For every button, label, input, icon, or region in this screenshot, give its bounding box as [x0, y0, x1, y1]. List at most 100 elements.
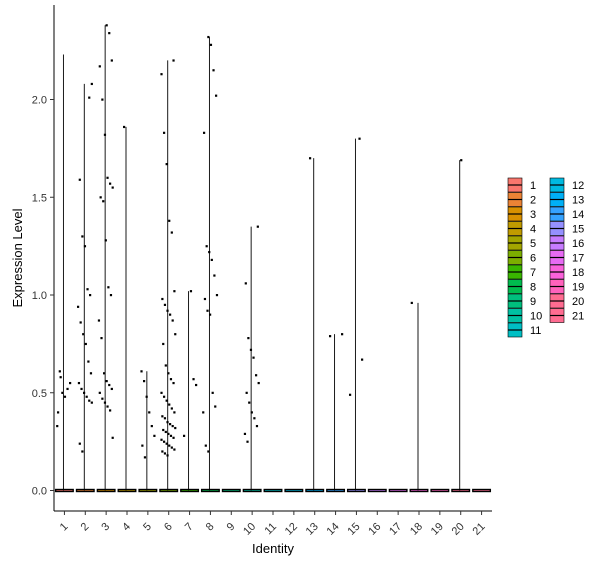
legend-label: 18	[572, 267, 584, 279]
data-point	[105, 24, 108, 27]
violins	[54, 25, 492, 493]
data-point	[256, 225, 259, 228]
data-point	[170, 231, 173, 234]
data-point	[168, 219, 171, 222]
legend-label: 2	[530, 195, 536, 207]
violin-body	[305, 488, 325, 493]
data-point	[168, 403, 171, 406]
violin-body	[159, 488, 179, 493]
data-point	[160, 73, 163, 76]
data-point	[255, 424, 259, 428]
data-point	[160, 438, 163, 441]
data-point	[182, 434, 186, 437]
violin-body	[96, 488, 116, 493]
data-point	[341, 333, 344, 336]
data-point	[161, 415, 164, 418]
x-tick-label: 20	[450, 521, 467, 538]
data-point	[142, 380, 146, 383]
data-point	[166, 454, 169, 457]
data-point	[174, 333, 177, 336]
violin-body	[430, 488, 450, 493]
data-point	[257, 381, 260, 385]
y-tick-label: 1.0	[32, 290, 47, 302]
data-point	[145, 395, 148, 398]
data-point	[163, 417, 167, 420]
data-point	[173, 411, 176, 414]
data-point	[167, 432, 170, 436]
y-axis-label: Expression Level	[10, 208, 25, 307]
data-point	[98, 391, 101, 394]
data-point	[84, 342, 87, 346]
violin-body	[200, 488, 220, 493]
y-tick-label: 0.0	[32, 486, 47, 498]
data-point	[141, 444, 144, 447]
violin-body	[242, 488, 262, 493]
data-point	[107, 286, 110, 289]
data-point	[169, 313, 172, 316]
data-point	[165, 163, 168, 166]
data-point	[214, 405, 217, 408]
data-point	[255, 374, 258, 377]
x-tick-label: 13	[304, 521, 321, 538]
violin-body	[221, 488, 241, 493]
data-point	[89, 294, 92, 297]
data-point	[78, 178, 81, 181]
data-point	[104, 239, 107, 242]
data-point	[207, 450, 210, 453]
x-tick-label: 21	[471, 521, 488, 538]
data-point	[243, 432, 247, 436]
data-point	[172, 381, 175, 385]
legend-label: 16	[572, 238, 584, 250]
data-point	[102, 200, 105, 203]
legend-label: 19	[572, 282, 584, 294]
data-point	[211, 391, 214, 394]
data-point	[148, 411, 151, 414]
jitter-points	[56, 24, 463, 459]
violin-body	[326, 488, 346, 493]
data-point	[102, 372, 106, 375]
data-point	[140, 370, 143, 373]
data-point	[166, 309, 169, 312]
violin-body	[388, 488, 408, 493]
data-point	[101, 98, 104, 101]
data-point	[212, 69, 215, 72]
violin-body	[75, 488, 95, 493]
data-point	[165, 442, 168, 445]
data-point	[195, 383, 198, 387]
data-point	[66, 387, 69, 391]
data-point	[202, 131, 206, 134]
data-point	[77, 381, 81, 385]
data-point	[89, 372, 93, 375]
x-tick-label: 8	[204, 521, 217, 534]
data-point	[172, 436, 175, 439]
data-point	[63, 395, 67, 398]
data-point	[210, 258, 213, 262]
data-point	[160, 391, 163, 394]
legend-label: 14	[572, 209, 584, 221]
violin-body	[472, 488, 492, 493]
data-point	[83, 245, 87, 248]
data-point	[165, 399, 168, 402]
data-point	[245, 391, 248, 394]
violin-body	[409, 488, 429, 493]
y-tick-label: 1.5	[32, 192, 47, 204]
x-tick-label: 14	[325, 521, 342, 538]
legend-label: 7	[530, 267, 536, 279]
legend-label: 21	[572, 311, 584, 323]
data-point	[59, 376, 62, 379]
violin-body	[263, 488, 283, 493]
data-point	[58, 370, 61, 373]
data-point	[163, 303, 167, 306]
data-point	[82, 391, 86, 394]
legend-label: 10	[530, 311, 542, 323]
x-axis-ticks: 1 2 3 4 5 6 7 8 9 10 11 12 13 14 15 16 17 18 19 20 21	[58, 511, 488, 538]
x-tick-label: 17	[387, 521, 404, 538]
data-point	[105, 380, 108, 383]
data-point	[162, 342, 165, 346]
data-point	[171, 319, 174, 322]
data-point	[86, 288, 89, 291]
data-point	[247, 337, 250, 340]
data-point	[169, 434, 173, 437]
data-point	[111, 186, 114, 189]
